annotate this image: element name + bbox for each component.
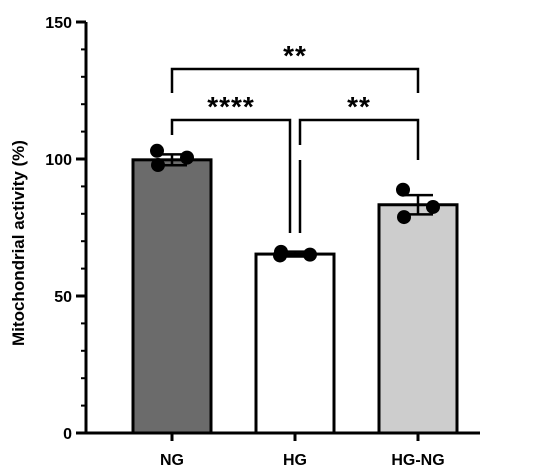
significance-bracket: [170, 118, 292, 233]
x-tick-label: HG: [283, 452, 307, 469]
data-point: [150, 143, 164, 158]
bar-ng: [131, 158, 213, 435]
significance-label: **: [347, 91, 371, 122]
data-point: [274, 244, 288, 259]
data-point: [426, 199, 440, 214]
data-point: [180, 150, 194, 165]
data-point: [397, 210, 411, 225]
significance-layer: **** ****: [170, 40, 420, 233]
significance-bracket: [170, 67, 420, 93]
x-tick-label: HG-NG: [391, 452, 444, 469]
points-layer: [150, 143, 440, 263]
bar-hg: [254, 252, 336, 435]
data-point: [151, 158, 165, 173]
x-tick-label: NG: [160, 452, 184, 469]
y-axis-label: Mitochondrial activity (%): [9, 140, 28, 346]
bar-hg-ng: [377, 203, 459, 435]
bars-layer: [131, 158, 459, 435]
x-axis: NG HG HG-NG: [84, 431, 480, 469]
data-point: [396, 182, 410, 197]
y-tick-label: 100: [45, 152, 72, 169]
significance-label: ****: [207, 91, 255, 122]
y-tick-label: 50: [54, 289, 72, 306]
y-axis: 0 50 100 150: [45, 15, 88, 443]
y-tick-label: 150: [45, 15, 72, 32]
data-point: [303, 247, 317, 262]
y-tick-label: 0: [63, 426, 72, 443]
significance-bracket: [298, 118, 420, 160]
significance-label: **: [283, 40, 307, 71]
